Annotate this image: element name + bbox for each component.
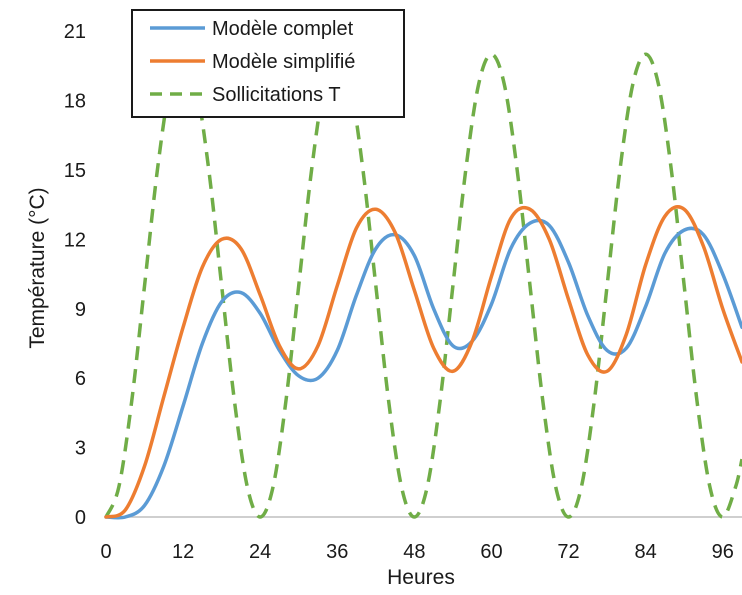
x-tick-label: 84 [635, 541, 657, 563]
x-tick-label: 72 [557, 541, 579, 563]
series-line-3 [104, 52, 742, 519]
x-tick-label: 36 [326, 541, 348, 563]
y-tick-label: 12 [64, 229, 86, 251]
y-tick-label: 0 [75, 507, 86, 529]
legend-label: Sollicitations T [212, 84, 341, 106]
series-line-1 [104, 218, 742, 520]
x-tick-label: 0 [100, 541, 111, 563]
series-lines [104, 52, 742, 520]
legend-label: Modèle complet [212, 18, 354, 40]
y-tick-label: 18 [64, 91, 86, 113]
x-tick-label: 48 [403, 541, 425, 563]
x-tick-label: 60 [480, 541, 502, 563]
y-axis-title: Température (°C) [26, 187, 49, 348]
y-tick-label: 15 [64, 160, 86, 182]
y-tick-label: 3 [75, 438, 86, 460]
x-tick-label: 12 [172, 541, 194, 563]
y-tick-label: 9 [75, 299, 86, 321]
x-tick-labels: 0 12 24 36 48 60 72 84 96 [100, 541, 733, 563]
x-axis-title: Heures [387, 566, 455, 589]
legend-label: Modèle simplifié [212, 51, 355, 73]
y-tick-label: 21 [64, 21, 86, 43]
x-tick-label: 24 [249, 541, 271, 563]
y-tick-label: 6 [75, 368, 86, 390]
legend: Modèle complet Modèle simplifié Sollicitat… [131, 9, 405, 118]
x-tick-label: 96 [712, 541, 734, 563]
y-tick-labels: 0 3 6 9 12 15 18 21 [64, 21, 86, 529]
series-line-2 [104, 205, 742, 519]
